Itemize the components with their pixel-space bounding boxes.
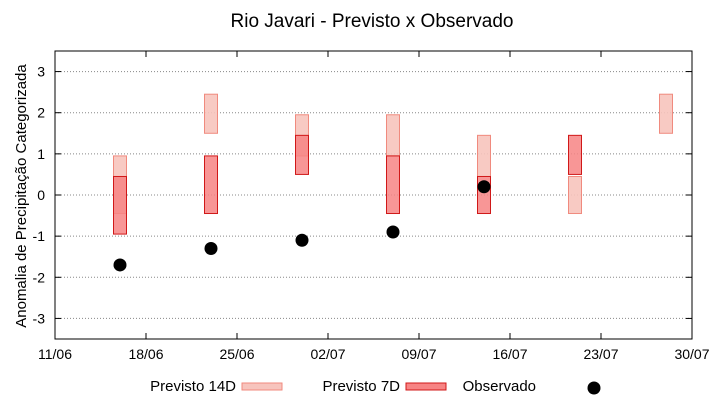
observed-point (477, 180, 491, 194)
y-axis-label: Anomalia de Precipitação Categorizada (13, 64, 30, 328)
range-bar-7d (386, 155, 400, 215)
x-axis: 11/06 18/06 25/06 02/07 09/07 16/07 23/07 30/07 (38, 51, 710, 362)
legend-swatch (241, 382, 283, 391)
legend-marker (587, 381, 601, 395)
legend-swatch (405, 382, 447, 391)
x-tick-label: 25/06 (219, 346, 254, 362)
legend-label: Observado (463, 378, 536, 395)
legend: Previsto 14D Previsto 7D Observado (150, 378, 601, 395)
range-bar-7d (295, 134, 309, 175)
legend-label: Previsto 7D (322, 378, 400, 395)
range-bar-7d (568, 134, 582, 175)
observed-point (295, 233, 309, 247)
x-tick-label: 09/07 (401, 346, 436, 362)
observed-point (113, 258, 127, 272)
y-tick-label: 1 (37, 146, 45, 162)
y-tick-label: 0 (37, 187, 45, 203)
x-tick-label: 02/07 (310, 346, 345, 362)
observed-point (386, 225, 400, 239)
y-tick-label: -2 (33, 269, 46, 285)
observed-point (204, 241, 218, 255)
range-bar-7d (113, 175, 127, 235)
x-tick-label: 23/07 (583, 346, 618, 362)
chart-title: Rio Javari - Previsto x Observado (231, 11, 514, 32)
x-tick-label: 16/07 (492, 346, 527, 362)
x-tick-label: 30/07 (674, 346, 709, 362)
series-layer (113, 93, 673, 272)
range-bar-7d (204, 155, 218, 215)
range-bar-14d (477, 134, 491, 177)
legend-label: Previsto 14D (150, 378, 236, 395)
y-tick-label: -3 (33, 310, 46, 326)
y-tick-label: 3 (37, 64, 45, 80)
y-tick-label: 2 (37, 105, 45, 121)
y-axis: -3 -2 -1 0 1 2 3 (33, 64, 692, 326)
range-bar-14d (386, 114, 400, 157)
range-bar-14d (568, 175, 582, 215)
x-tick-label: 11/06 (38, 346, 72, 362)
range-bar-14d (204, 93, 218, 134)
gridlines (55, 71, 692, 319)
range-bar-14d (659, 93, 673, 134)
x-tick-label: 18/06 (128, 346, 163, 362)
y-tick-label: -1 (33, 228, 46, 244)
